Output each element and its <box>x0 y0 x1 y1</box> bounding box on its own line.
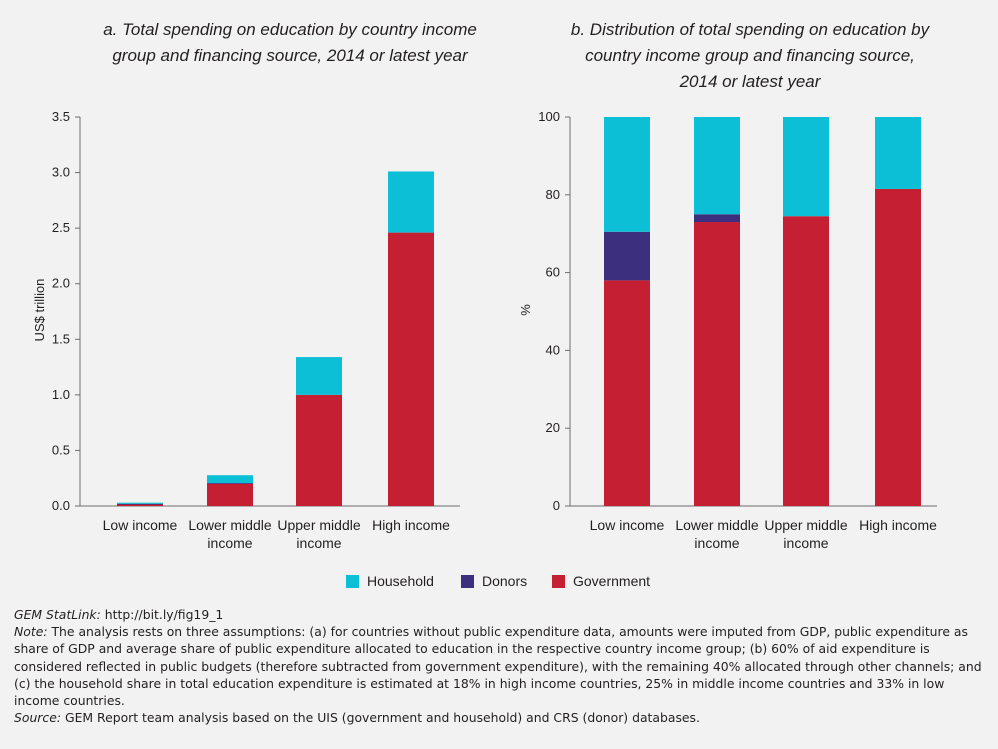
y-tick-label: 2.5 <box>52 220 70 235</box>
chart-b: 0 20 40 60 80 100% Low income Lower middle incom… <box>518 109 937 551</box>
statlink-url[interactable]: http://bit.ly/fig19_1 <box>104 607 224 622</box>
legend: Household Donors Government <box>0 573 998 595</box>
chart-a-title: a. Total spending on education by countr… <box>40 17 540 69</box>
y-tick-label: 0 <box>553 498 560 513</box>
source-label: Source: <box>14 710 62 726</box>
bar-household <box>783 117 829 217</box>
y-tick-label: 60 <box>546 265 560 280</box>
bar-government <box>875 188 921 506</box>
legend-label-donors: Donors <box>482 573 528 589</box>
note-paragraph: Note: The analysis rests on three assump… <box>14 623 992 709</box>
source-line: Source: GEM Report team analysis based o… <box>14 709 992 726</box>
y-tick-label: 0.0 <box>52 498 70 513</box>
bar-household <box>296 357 342 395</box>
y-tick-label: 20 <box>546 420 560 435</box>
bar-government <box>694 222 740 506</box>
y-tick-label: 80 <box>546 187 560 202</box>
y-tick-label: 2.0 <box>52 276 70 291</box>
chart-a-title-line: group and financing source, 2014 or late… <box>112 46 468 65</box>
bar-donors <box>694 214 740 223</box>
y-tick-label: 40 <box>546 342 560 357</box>
x-tick-label-line: High income <box>859 517 937 533</box>
statlink-line: GEM StatLink: http://bit.ly/fig19_1 <box>14 606 992 623</box>
bar-government <box>296 394 342 506</box>
legend-item-donors: Donors <box>461 573 527 589</box>
chart-b-title: b. Distribution of total spending on edu… <box>505 17 995 95</box>
household-swatch <box>346 574 359 588</box>
x-tick-label: High income <box>372 517 450 533</box>
bar-household <box>117 502 163 504</box>
x-tick-label: Upper middle income <box>764 517 847 551</box>
x-tick-label-line: income <box>296 535 341 551</box>
x-tick-label: Lower middle income <box>675 517 758 551</box>
x-tick-label-line: income <box>207 535 252 551</box>
x-tick-label: Lower middle income <box>188 517 271 551</box>
x-tick-label-line: Low income <box>590 517 665 533</box>
x-tick-label-line: Low income <box>103 517 178 533</box>
donors-swatch <box>461 574 474 588</box>
bar-government <box>604 280 650 506</box>
charts-canvas: 0.0 0.5 1.0 1.5 2.0 2.5 3.0 3.5 US$ trillion Low … <box>32 109 937 551</box>
bar-government <box>388 232 434 507</box>
bar-household <box>875 117 921 189</box>
y-tick-label: 1.5 <box>52 331 70 346</box>
x-tick-label-line: High income <box>372 517 450 533</box>
chart-a: 0.0 0.5 1.0 1.5 2.0 2.5 3.0 3.5 US$ trillion Low … <box>32 109 460 551</box>
bar-household <box>388 171 434 233</box>
y-tick-label: 3.5 <box>52 109 70 124</box>
y-tick-label: 100 <box>538 109 560 124</box>
chart-b-title-line: b. Distribution of total spending on edu… <box>570 20 930 39</box>
bar-government <box>117 504 163 506</box>
note-label: Note: <box>14 624 48 640</box>
x-tick-label: Low income <box>103 517 178 533</box>
note-text: The analysis rests on three assumptions:… <box>14 624 982 709</box>
legend-label-government: Government <box>573 573 651 589</box>
x-tick-label-line: Lower middle <box>675 517 758 533</box>
x-tick-label: High income <box>859 517 937 533</box>
x-tick-label-line: Upper middle <box>764 517 847 533</box>
chart-a-title-line: a. Total spending on education by countr… <box>103 20 477 39</box>
x-tick-label-line: Upper middle <box>277 517 360 533</box>
bar-government <box>207 483 253 506</box>
y-axis-label: US$ trillion <box>32 279 47 342</box>
bar-government <box>783 216 829 506</box>
legend-item-government: Government <box>552 573 650 589</box>
y-tick-label: 1.0 <box>52 387 70 402</box>
bar-household <box>207 475 253 483</box>
chart-b-title-line: 2014 or latest year <box>679 72 821 91</box>
bar-household <box>694 117 740 215</box>
figure-notes: GEM StatLink: http://bit.ly/fig19_1 Note… <box>14 606 992 726</box>
bar-donors <box>604 231 650 281</box>
y-tick-label: 0.5 <box>52 442 70 457</box>
y-tick-label: 3.0 <box>52 165 70 180</box>
statlink-label: GEM StatLink: <box>14 607 101 622</box>
bar-household <box>604 117 650 232</box>
x-tick-label: Upper middle income <box>277 517 360 551</box>
x-tick-label-line: Lower middle <box>188 517 271 533</box>
legend-label-household: Household <box>367 573 434 589</box>
x-tick-label: Low income <box>590 517 665 533</box>
bar-donors <box>207 482 253 484</box>
legend-item-household: Household <box>346 573 434 589</box>
government-swatch <box>552 574 565 588</box>
chart-b-title-line: country income group and financing sourc… <box>585 46 915 65</box>
x-tick-label-line: income <box>694 535 739 551</box>
y-axis-label: % <box>518 304 533 316</box>
x-tick-label-line: income <box>783 535 828 551</box>
bar-donors <box>117 503 163 505</box>
source-text: GEM Report team analysis based on the UI… <box>64 710 700 726</box>
